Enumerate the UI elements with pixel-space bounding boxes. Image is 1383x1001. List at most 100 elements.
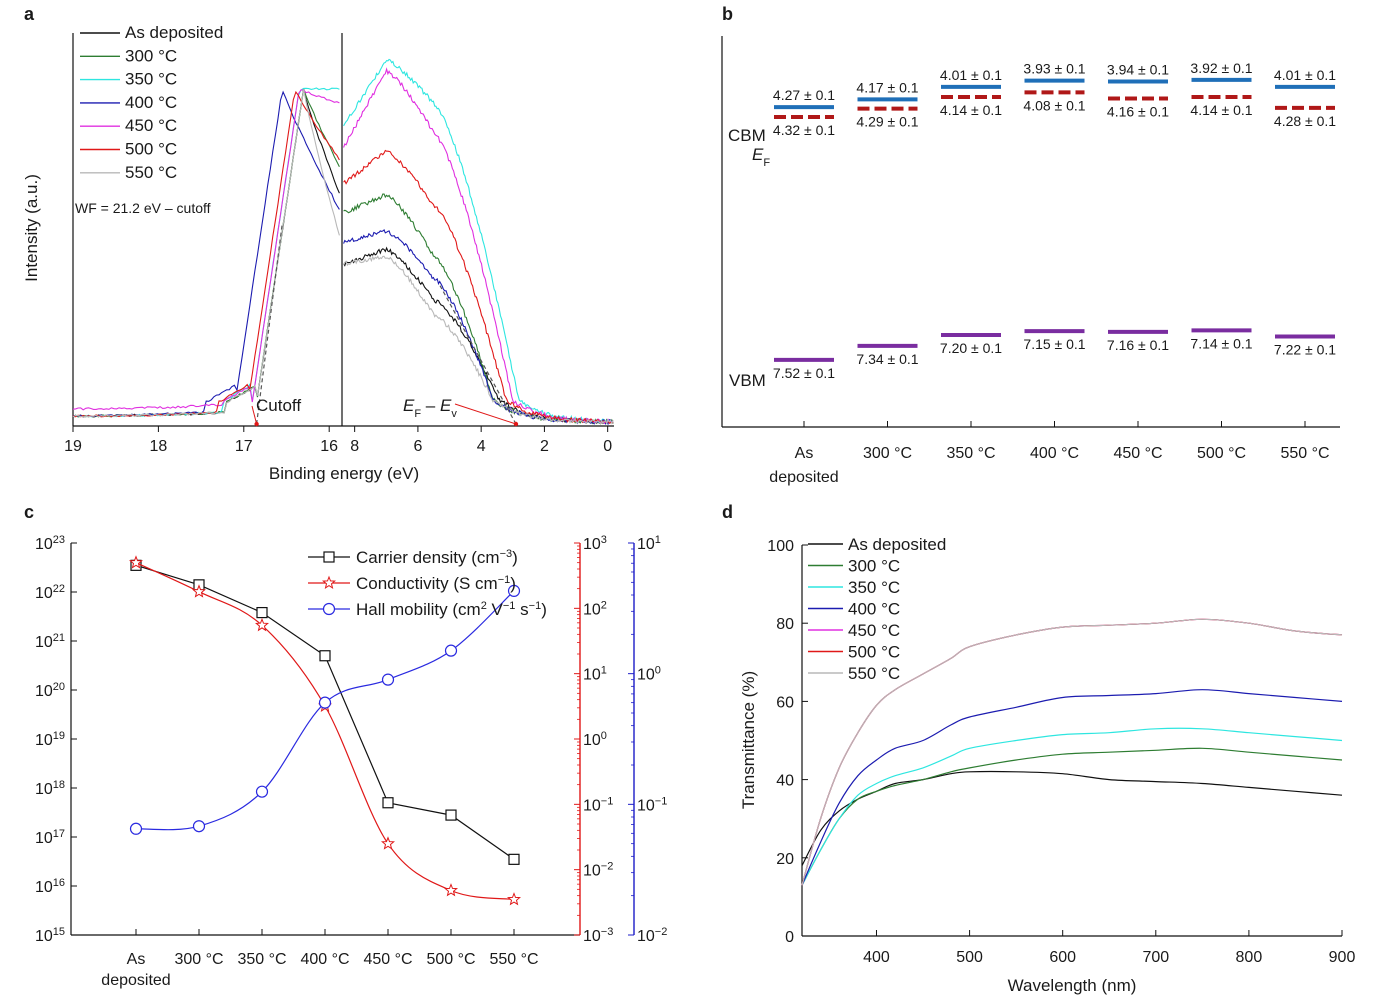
a-x-tick-label: 17 [235, 438, 253, 455]
panel-label-a: a [24, 4, 35, 24]
panel-label-c: c [24, 502, 34, 522]
c-left-tick-label-part-0: 10 [35, 879, 53, 896]
c-left-tick-label-part-1: 20 [53, 681, 65, 693]
a-wf-label: WF = 21.2 eV – cutoff [75, 200, 211, 216]
a-legend-label-1: 300 °C [125, 46, 177, 65]
d-legend-label-0: As deposited [848, 535, 946, 554]
c-legend-label-2-part-0: Hall mobility (cm [356, 600, 481, 619]
c-category-label: 300 °C [174, 951, 223, 968]
a-legend-label-5: 500 °C [125, 140, 177, 159]
c-legend-marker-1 [322, 575, 336, 590]
panel-label-b: b [722, 4, 733, 24]
c-right2-tick-label-part-0: 10 [637, 928, 655, 945]
c-left-tick-label-part-1: 18 [53, 779, 65, 791]
c-left-tick-label-part-0: 10 [35, 634, 53, 651]
a-series-line-2 [73, 58, 614, 424]
a-x-tick-label: 6 [413, 438, 422, 455]
b-ef-value: 4.14 ± 0.1 [1190, 102, 1252, 118]
a-ef-ev-label-part-2: – [421, 396, 440, 415]
b-category-label: deposited [769, 469, 838, 486]
c-legend-label-2-part-3: −1 [503, 600, 516, 612]
c-right2-tick-label-part-1: 0 [655, 665, 661, 677]
a-legend-label-6: 550 °C [125, 163, 177, 182]
c-legend-label-2-part-2: V [487, 600, 504, 619]
c-right1-tick-label-part-0: 10 [583, 732, 601, 749]
a-x-tick-label: 0 [603, 438, 612, 455]
b-cbm-value: 4.01 ± 0.1 [1274, 67, 1336, 83]
b-vbm-value: 7.22 ± 0.1 [1274, 342, 1336, 358]
c-right2-tick-label: 10−2 [637, 926, 667, 945]
c-left-tick-label: 1015 [35, 926, 65, 945]
b-cbm-value: 4.17 ± 0.1 [856, 79, 918, 95]
c-legend-label-2-part-1: 2 [481, 600, 487, 612]
c-right1-tick-label: 10−2 [583, 861, 613, 880]
c-legend-label-2-part-6: ) [541, 600, 547, 619]
d-y-axis-title: Transmittance (%) [739, 671, 758, 809]
b-ef-value: 4.28 ± 0.1 [1274, 113, 1336, 129]
a-series-line-6 [72, 89, 614, 425]
d-series-line-1 [801, 747, 1343, 886]
a-edge-fit [439, 285, 517, 425]
a-legend-label-2: 350 °C [125, 70, 177, 89]
c-point-2 [381, 673, 395, 686]
c-right1-tick-label-part-1: 3 [601, 534, 607, 546]
c-left-tick-label: 1023 [35, 534, 65, 553]
c-point-0 [508, 853, 520, 865]
c-left-tick-label: 1017 [35, 828, 65, 847]
c-right2-tick-label-part-1: −2 [655, 926, 668, 938]
a-ef-ev-label-part-3: E [440, 396, 452, 415]
c-category-label: 450 °C [363, 951, 412, 968]
b-vbm-value: 7.52 ± 0.1 [773, 365, 835, 381]
c-left-tick-label: 1020 [35, 681, 65, 700]
c-point-1 [444, 883, 458, 897]
b-vbm-value: 7.16 ± 0.1 [1107, 337, 1169, 353]
c-category-label: deposited [101, 972, 170, 989]
d-legend-label-4: 450 °C [848, 621, 900, 640]
c-right2-tick-label-part-0: 10 [637, 667, 655, 684]
b-vbm-value: 7.20 ± 0.1 [940, 340, 1002, 356]
c-right1-tick-label-part-1: −1 [601, 795, 614, 807]
a-legend-label-4: 450 °C [125, 116, 177, 135]
b-category-label: 400 °C [1030, 445, 1079, 462]
d-x-tick-label: 500 [956, 949, 983, 966]
c-left-tick-label-part-1: 21 [53, 632, 65, 644]
c-right1-tick-label-part-1: 0 [601, 730, 607, 742]
d-series-line-3 [801, 689, 1343, 886]
b-ef-label-part-1: F [763, 157, 770, 169]
c-right1-tick-label: 103 [583, 534, 607, 553]
c-right1-tick-label-part-0: 10 [583, 797, 601, 814]
d-x-axis-title: Wavelength (nm) [1008, 976, 1137, 995]
c-right2-tick-label: 100 [637, 665, 661, 684]
c-category-label: 400 °C [300, 951, 349, 968]
c-left-tick-label: 1022 [35, 583, 65, 602]
a-x-tick-label: 16 [320, 438, 338, 455]
a-x-tick-label: 2 [540, 438, 549, 455]
panel-c: 10151016101710181019102010211022102310−3… [35, 534, 667, 989]
c-right2-tick-label-part-0: 10 [637, 797, 655, 814]
c-right2-tick-label-part-0: 10 [637, 536, 655, 553]
d-legend-label-3: 400 °C [848, 600, 900, 619]
b-cbm-value: 3.93 ± 0.1 [1023, 61, 1085, 77]
c-right1-tick-label-part-1: 2 [601, 599, 607, 611]
a-ef-ev-label-part-1: F [414, 408, 421, 420]
c-legend-label-2: Hall mobility (cm2 V−1 s−1) [356, 600, 547, 619]
c-left-tick-label-part-0: 10 [35, 536, 53, 553]
b-ef-value: 4.08 ± 0.1 [1023, 97, 1085, 113]
c-right1-tick-label-part-0: 10 [583, 667, 601, 684]
c-legend-label-2-part-4: s [515, 600, 528, 619]
a-cutoff-label: Cutoff [256, 396, 301, 415]
c-right1-tick-label: 10−1 [583, 795, 613, 814]
c-left-tick-label-part-0: 10 [35, 732, 53, 749]
c-left-tick-label: 1019 [35, 730, 65, 749]
panel-a: 19 18 17 16 8 6 4 2 0 Binding energy (eV) Intensit… [22, 23, 614, 483]
b-vbm-value: 7.14 ± 0.1 [1190, 335, 1252, 351]
b-ef-label: EF [752, 145, 770, 169]
c-legend-label-0-part-2: ) [512, 548, 518, 567]
a-x-tick-label: 4 [477, 438, 486, 455]
b-ef-value: 4.14 ± 0.1 [940, 102, 1002, 118]
a-x-axis-title: Binding energy (eV) [269, 464, 419, 483]
c-legend-marker-2 [322, 602, 336, 616]
c-left-tick-label-part-1: 22 [53, 583, 65, 595]
a-legend-label-3: 400 °C [125, 93, 177, 112]
c-legend-label-0-part-0: Carrier density (cm [356, 548, 500, 567]
